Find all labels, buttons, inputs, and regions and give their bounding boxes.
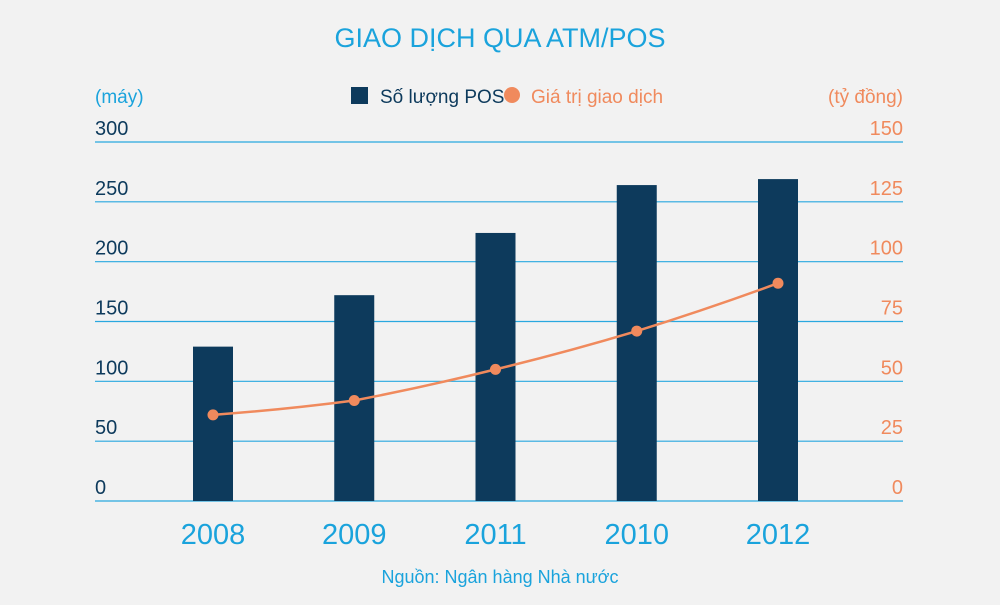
category-label: 2011 [464, 519, 526, 551]
line-point [631, 325, 643, 337]
legend: Số lượng POS Giá trị giao dịch [351, 87, 663, 108]
left-tick-label: 200 [95, 238, 128, 260]
line-series [207, 277, 784, 421]
line-point [348, 394, 360, 406]
left-tick-label: 250 [95, 178, 128, 200]
legend-label-bar: Số lượng POS [380, 87, 504, 108]
bar [758, 179, 798, 501]
right-tick-label: 100 [870, 238, 903, 260]
category-label: 2009 [322, 519, 387, 551]
line-point [772, 277, 784, 289]
left-tick-label: 300 [95, 118, 128, 140]
line-point [490, 363, 501, 375]
legend-label-line: Giá trị giao dịch [531, 87, 663, 108]
bar [193, 346, 233, 501]
left-tick-label: 150 [95, 298, 128, 320]
right-tick-label: 125 [870, 178, 903, 200]
right-axis-ticks: 0 25 50 75 100 125 150 [870, 118, 903, 499]
category-label: 2010 [604, 519, 669, 551]
source-note: Nguồn: Ngân hàng Nhà nước [381, 567, 618, 587]
left-tick-label: 50 [95, 417, 117, 439]
category-label: 2012 [746, 519, 811, 551]
right-tick-label: 50 [881, 357, 903, 379]
right-tick-label: 0 [892, 477, 903, 499]
left-tick-label: 0 [95, 477, 106, 499]
right-tick-label: 75 [881, 298, 903, 320]
legend-swatch-bar [351, 87, 368, 104]
bar-series [193, 179, 798, 502]
bar [616, 185, 657, 501]
right-tick-label: 150 [870, 118, 903, 140]
line-point [207, 409, 219, 421]
category-label: 2008 [181, 519, 246, 551]
left-axis-ticks: 0 50 100 150 200 250 300 [95, 118, 128, 499]
legend-swatch-line [504, 87, 520, 103]
chart-title: GIAO DỊCH QUA ATM/POS [334, 23, 665, 53]
right-tick-label: 25 [881, 417, 903, 439]
category-labels: 2008 2009 2011 2010 2012 [181, 519, 811, 551]
left-axis-unit: (máy) [95, 87, 144, 108]
right-axis-unit: (tỷ đồng) [828, 87, 903, 108]
left-tick-label: 100 [95, 357, 128, 379]
